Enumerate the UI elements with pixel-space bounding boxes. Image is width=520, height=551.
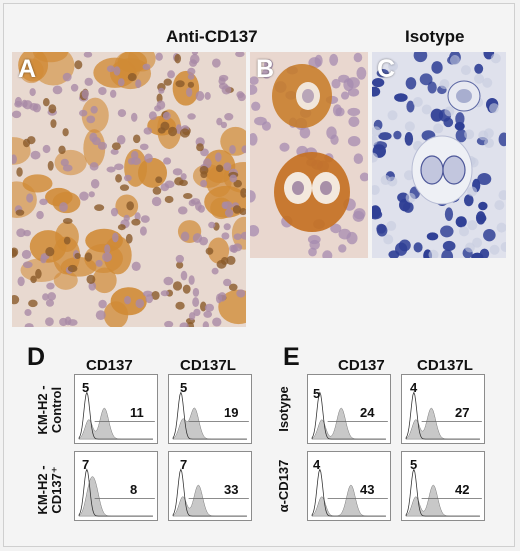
header-isotype: Isotype [405,27,465,46]
micrograph-panel-c [372,52,506,258]
d-value-3-right: 8 [130,482,138,497]
e-value-2-right: 27 [455,405,470,420]
histogram-d-control-cd137l [168,374,252,444]
histogram-d-cd137-cd137l [168,451,252,521]
histogram-d-control-cd137 [74,374,158,444]
micrograph-b-image [250,52,368,258]
e-value-1-left: 5 [313,386,321,401]
histogram-control-outline [311,391,386,440]
histogram-control-outline [172,391,247,440]
d-row-cd137-label: KM-H2 - CD137⁺ [35,465,64,515]
histogram-d-cd137-cd137 [74,451,158,521]
histogram-control-outline [405,468,480,517]
panel-letter-c: C [377,55,396,83]
histogram-control-outline [172,468,247,517]
histogram-control-outline [78,391,153,440]
histogram-e-isotype-cd137 [307,374,391,444]
d-value-2-right: 19 [224,405,239,420]
d-value-3-left: 7 [82,457,90,472]
histogram-control-outline [78,468,153,517]
histogram-e-anti-cd137 [307,451,391,521]
d-value-4-left: 7 [180,457,188,472]
d-value-2-left: 5 [180,380,188,395]
d-row-cd137: KM-H2 - CD137⁺ [35,455,64,525]
micrograph-a-image [12,52,246,327]
histogram-e-isotype-cd137l [401,374,485,444]
d-row-control-label: KM-H2 - Control [35,385,64,435]
d-value-1-right: 11 [130,405,144,420]
e-value-1-right: 24 [360,405,375,420]
micrograph-c-image [372,52,506,258]
panel-letter-b: B [256,55,275,83]
panel-letter-d: D [27,343,46,371]
d-col-cd137l: CD137L [180,357,236,374]
e-value-4-right: 42 [455,482,470,497]
d-row-control: KM-H2 - Control [35,375,64,445]
e-row-isotype: Isotype [276,386,291,432]
histogram-e-anti-cd137l [401,451,485,521]
histogram-control-outline [405,391,480,440]
header-anti-cd137: Anti-CD137 [166,27,258,46]
micrograph-panel-b [250,52,368,258]
panel-letter-e: E [283,343,300,371]
panel-letter-a: A [18,55,37,83]
micrograph-panel-a [12,52,246,327]
e-col-cd137l: CD137L [417,357,473,374]
e-value-3-left: 4 [313,457,321,472]
e-row-anti-cd137: α-CD137 [276,459,291,513]
e-value-4-left: 5 [410,457,418,472]
histogram-fill [78,476,153,517]
d-value-4-right: 33 [224,482,239,497]
histogram-control-outline [311,468,386,517]
d-value-1-left: 5 [82,380,90,395]
e-col-cd137: CD137 [338,357,385,374]
d-col-cd137: CD137 [86,357,133,374]
e-value-3-right: 43 [360,482,375,497]
e-value-2-left: 4 [410,380,418,395]
